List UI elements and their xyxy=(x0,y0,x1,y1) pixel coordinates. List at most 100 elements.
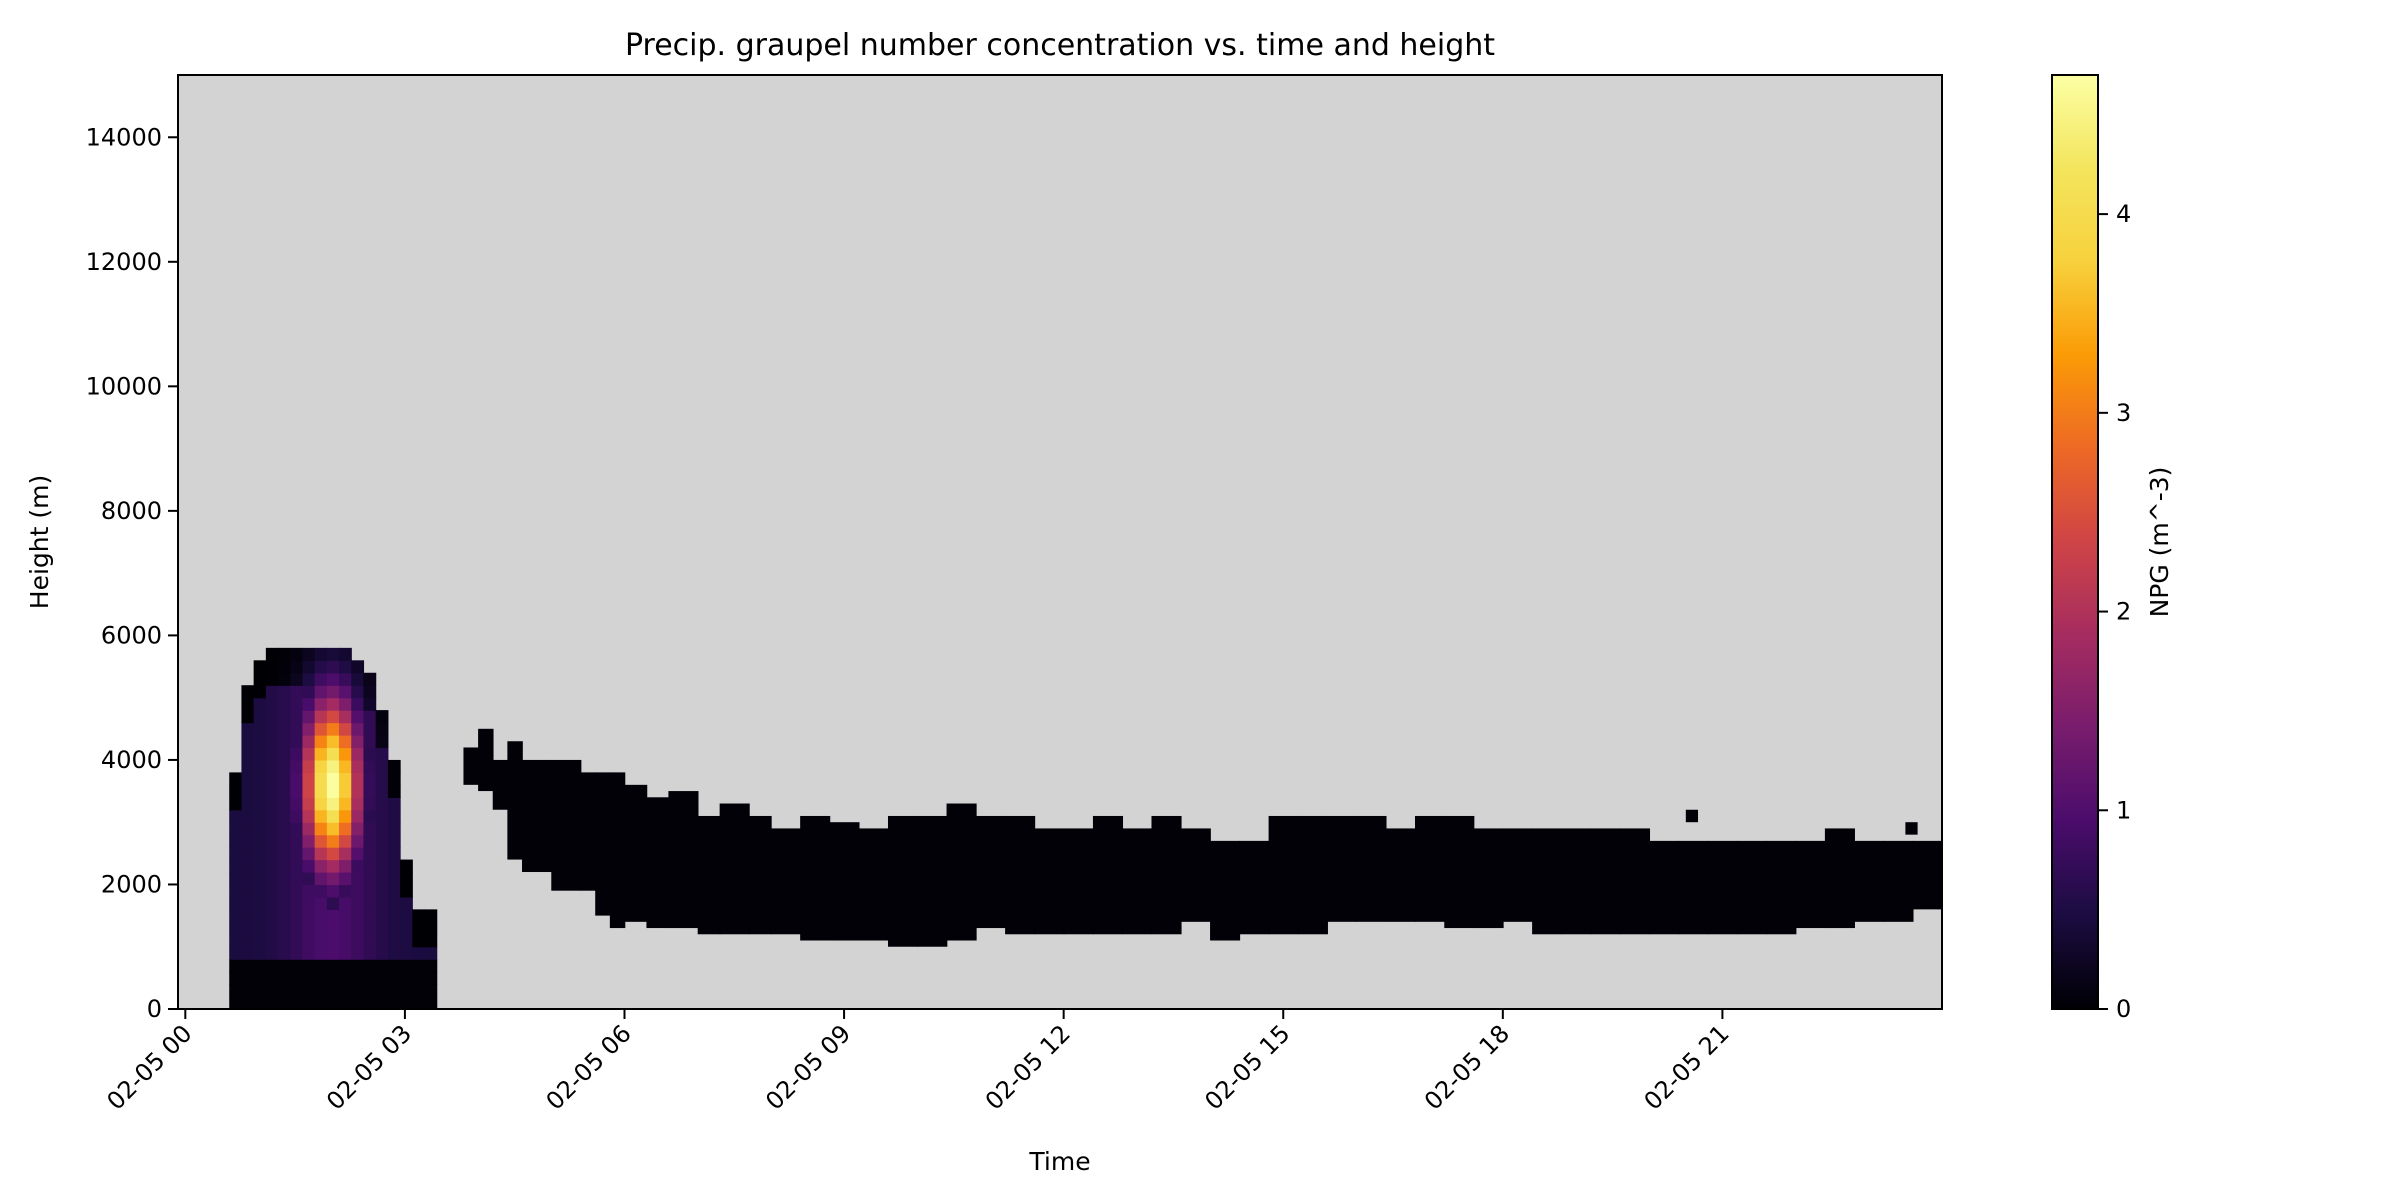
heatmap-cell xyxy=(351,660,365,674)
heatmap-cell xyxy=(229,784,243,798)
heatmap-cell xyxy=(887,815,919,947)
heatmap-cell xyxy=(375,921,389,935)
heatmap-cell xyxy=(253,946,267,960)
heatmap-cell xyxy=(302,660,316,674)
heatmap-cell xyxy=(351,896,365,910)
y-tick-label: 2000 xyxy=(101,870,162,898)
heatmap-cell xyxy=(229,996,243,1010)
heatmap-cell xyxy=(314,710,328,724)
heatmap-cell xyxy=(229,834,243,848)
heatmap-cell xyxy=(326,784,340,798)
heatmap-cell xyxy=(241,909,255,923)
heatmap-cell xyxy=(326,884,340,898)
heatmap-cell xyxy=(326,984,340,998)
heatmap-cell xyxy=(668,791,699,929)
heatmap-cell xyxy=(351,735,365,749)
heatmap-cell xyxy=(387,909,401,923)
colorbar-tick-label: 0 xyxy=(2116,995,2131,1023)
heatmap-cell xyxy=(290,959,304,973)
heatmap-cell xyxy=(290,921,304,935)
heatmap-cell xyxy=(387,872,401,886)
y-tick-label: 8000 xyxy=(101,497,162,525)
heatmap-cell xyxy=(351,934,365,948)
heatmap-cell xyxy=(253,884,267,898)
heatmap-cell xyxy=(278,697,291,711)
heatmap-cell xyxy=(339,710,352,724)
heatmap-cell xyxy=(253,872,267,886)
heatmap-cell xyxy=(387,834,401,848)
heatmap-cell xyxy=(314,884,328,898)
y-tick-label: 12000 xyxy=(86,248,162,276)
y-axis-label: Height (m) xyxy=(25,475,54,609)
heatmap-cell xyxy=(326,735,340,749)
heatmap-cell xyxy=(339,834,352,848)
heatmap-cell xyxy=(302,672,316,686)
heatmap-cell xyxy=(229,872,243,886)
heatmap-cell xyxy=(363,909,377,923)
heatmap-cell xyxy=(339,822,352,836)
heatmap-cell xyxy=(363,984,377,998)
heatmap-cell xyxy=(278,672,291,686)
heatmap-cell xyxy=(314,672,328,686)
heatmap-cell xyxy=(302,946,316,960)
heatmap-cell xyxy=(302,872,316,886)
heatmap-cell xyxy=(241,859,255,873)
heatmap-cell xyxy=(351,834,365,848)
heatmap-cell xyxy=(314,784,328,798)
heatmap-cell xyxy=(1151,815,1182,935)
heatmap-cell xyxy=(302,647,316,661)
heatmap-cell xyxy=(326,759,340,773)
heatmap-cell xyxy=(1444,815,1475,929)
heatmap-cell xyxy=(278,647,291,661)
heatmap-cell xyxy=(595,772,611,916)
heatmap-cell xyxy=(351,710,365,724)
heatmap-cell xyxy=(229,971,243,985)
heatmap-cell xyxy=(278,809,291,823)
heatmap-cell xyxy=(412,984,426,998)
heatmap-cell xyxy=(229,859,243,873)
heatmap-cell xyxy=(424,946,438,960)
heatmap-cell xyxy=(302,797,316,811)
colorbar-label: NPG (m^-3) xyxy=(2145,467,2174,618)
heatmap-cell xyxy=(1063,828,1094,935)
heatmap-cell xyxy=(412,946,426,960)
heatmap-cell xyxy=(302,959,316,973)
heatmap-cell xyxy=(314,959,328,973)
heatmap-cell xyxy=(363,896,377,910)
heatmap-cell xyxy=(314,921,328,935)
heatmap-cell xyxy=(265,859,279,873)
heatmap-cell xyxy=(1092,815,1124,935)
heatmap-cell xyxy=(326,672,340,686)
heatmap-cell xyxy=(400,921,413,935)
heatmap-cell xyxy=(265,797,279,811)
heatmap-cell xyxy=(265,847,279,861)
heatmap-cell xyxy=(314,946,328,960)
heatmap-cells xyxy=(229,647,1943,1010)
heatmap-cell xyxy=(290,822,304,836)
heatmap-cell xyxy=(326,934,340,948)
heatmap-cell xyxy=(302,834,316,848)
colorbar-tick-label: 3 xyxy=(2116,399,2131,427)
heatmap-cell xyxy=(278,710,291,724)
heatmap-cell xyxy=(326,797,340,811)
heatmap-cell xyxy=(339,996,352,1010)
heatmap-cell xyxy=(400,946,413,960)
heatmap-cell xyxy=(265,934,279,948)
heatmap-cell xyxy=(1502,828,1533,922)
heatmap-cell xyxy=(339,784,352,798)
heatmap-cell xyxy=(424,984,438,998)
heatmap-cell xyxy=(363,959,377,973)
heatmap-cell xyxy=(351,859,365,873)
heatmap-cell xyxy=(253,784,267,798)
heatmap-cell xyxy=(290,647,304,661)
heatmap-cell xyxy=(363,672,377,686)
heatmap-cell xyxy=(351,921,365,935)
heatmap-cell xyxy=(339,647,352,661)
heatmap-cell xyxy=(265,747,279,761)
heatmap-cell xyxy=(314,834,328,848)
heatmap-cell xyxy=(400,872,413,886)
heatmap-cell xyxy=(314,722,328,736)
heatmap-cell xyxy=(800,815,831,941)
heatmap-cell xyxy=(339,672,352,686)
x-tick-label: 02-05 21 xyxy=(1639,1019,1735,1115)
